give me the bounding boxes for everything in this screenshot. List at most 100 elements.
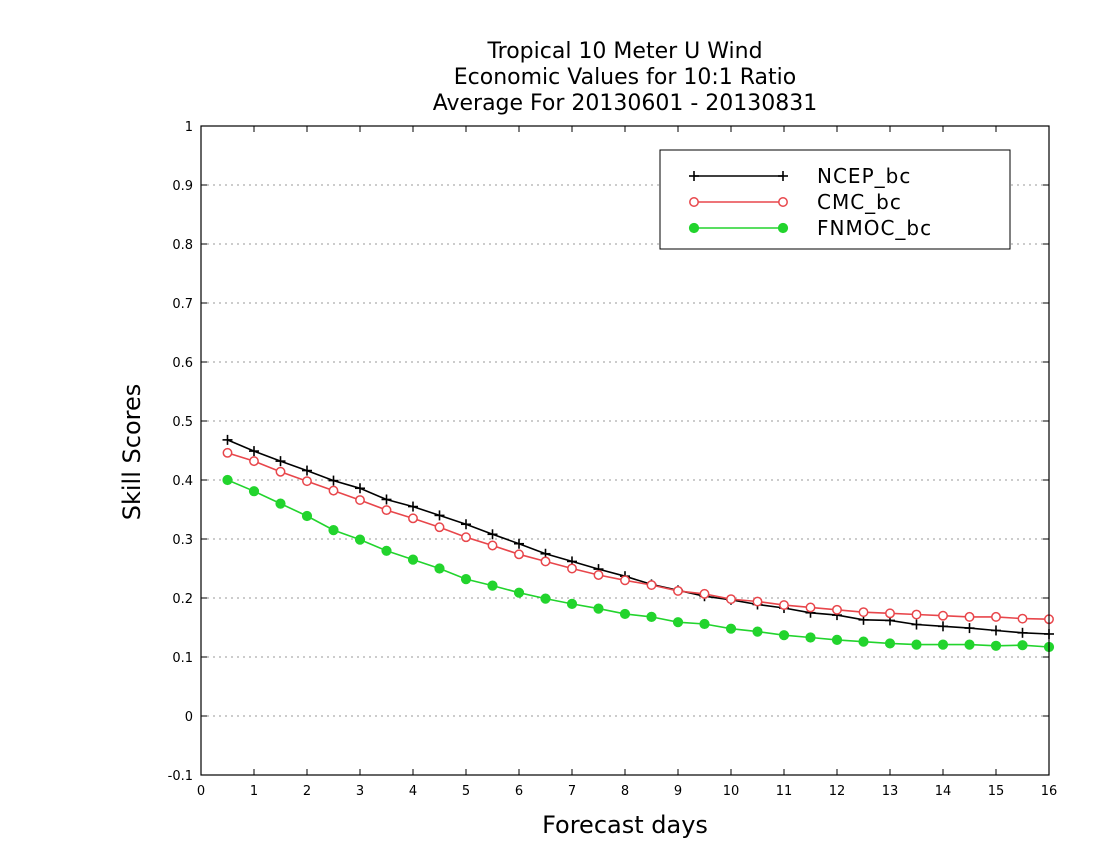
- grid-lines: [201, 184, 1049, 717]
- data-point-CMC_bc: [249, 456, 259, 467]
- legend-entry-FNMOC_bc: FNMOC_bc: [688, 216, 932, 240]
- y-tick-label: 0.3: [172, 533, 193, 548]
- x-tick-label: 14: [935, 784, 952, 799]
- x-tick-label: 6: [515, 784, 523, 799]
- data-point-CMC_bc: [487, 540, 498, 551]
- data-point-FNMOC_bc: [593, 603, 604, 614]
- y-tick-label: 0.6: [172, 356, 193, 371]
- x-tick-label: 7: [568, 784, 576, 799]
- y-tick-label: 0.1: [172, 651, 193, 666]
- data-point-NCEP_bc: [434, 510, 445, 521]
- x-tick-label: 13: [882, 784, 899, 799]
- data-point-NCEP_bc: [355, 483, 365, 494]
- legend-marker-start: [689, 197, 699, 207]
- data-point-CMC_bc: [408, 513, 418, 524]
- x-tick-label: 5: [462, 784, 470, 799]
- series-CMC_bc: [222, 447, 1054, 625]
- data-point-NCEP_bc: [408, 501, 418, 512]
- legend-box: [659, 149, 1011, 250]
- x-tick-label: 4: [409, 784, 417, 799]
- data-point-CMC_bc: [938, 610, 948, 621]
- data-point-NCEP_bc: [487, 529, 498, 540]
- data-point-CMC_bc: [381, 505, 392, 516]
- data-point-NCEP_bc: [461, 519, 471, 530]
- title-line-2: Average For 20130601 - 20130831: [433, 91, 818, 116]
- y-tick-label: 0.2: [172, 592, 193, 607]
- data-point-NCEP_bc: [381, 494, 392, 505]
- data-point-CMC_bc: [805, 602, 816, 613]
- x-axis-label: Forecast days: [542, 811, 708, 839]
- data-point-FNMOC_bc: [566, 598, 578, 610]
- data-point-CMC_bc: [832, 604, 842, 615]
- data-point-FNMOC_bc: [752, 626, 763, 637]
- x-tick-label: 9: [674, 784, 682, 799]
- data-point-CMC_bc: [885, 608, 895, 619]
- data-point-FNMOC_bc: [725, 623, 737, 634]
- series-FNMOC_bc: [222, 474, 1055, 653]
- legend-label: CMC_bc: [817, 190, 902, 214]
- y-axis-label: Skill Scores: [118, 384, 146, 521]
- legend-marker-end: [778, 197, 788, 207]
- data-point-CMC_bc: [779, 600, 789, 611]
- data-point-NCEP_bc: [964, 623, 975, 634]
- data-point-FNMOC_bc: [354, 534, 366, 545]
- legend-marker-end: [778, 171, 788, 181]
- data-point-FNMOC_bc: [301, 510, 313, 522]
- data-point-CMC_bc: [222, 447, 233, 458]
- data-point-FNMOC_bc: [699, 618, 710, 630]
- y-tick-label: 0.8: [172, 238, 193, 253]
- y-tick-label: -0.1: [168, 769, 193, 784]
- data-point-CMC_bc: [646, 580, 657, 590]
- data-point-FNMOC_bc: [487, 580, 498, 591]
- data-point-NCEP_bc: [222, 434, 233, 445]
- legend-entry-NCEP_bc: NCEP_bc: [689, 164, 910, 188]
- y-tick-label: 1: [185, 120, 193, 135]
- data-point-CMC_bc: [1017, 613, 1028, 624]
- data-point-CMC_bc: [328, 485, 339, 496]
- x-tick-label: 15: [988, 784, 1005, 799]
- data-point-FNMOC_bc: [328, 525, 339, 536]
- x-tick-label: 10: [723, 784, 740, 799]
- data-point-NCEP_bc: [249, 446, 259, 457]
- data-point-FNMOC_bc: [381, 545, 392, 556]
- y-tick-label: 0: [185, 710, 193, 725]
- data-point-CMC_bc: [858, 607, 869, 618]
- data-point-CMC_bc: [673, 585, 683, 596]
- data-point-CMC_bc: [964, 611, 975, 622]
- series-line-FNMOC_bc: [227, 479, 1050, 648]
- data-point-CMC_bc: [275, 466, 286, 477]
- data-point-FNMOC_bc: [858, 636, 869, 647]
- data-point-FNMOC_bc: [990, 640, 1002, 651]
- data-point-FNMOC_bc: [884, 638, 896, 649]
- x-tick-label: 0: [197, 784, 205, 799]
- series-lines: [222, 434, 1055, 653]
- data-point-CMC_bc: [434, 522, 445, 533]
- data-point-NCEP_bc: [275, 456, 286, 467]
- data-point-FNMOC_bc: [672, 617, 684, 628]
- y-tick-label: 0.4: [172, 474, 193, 489]
- data-point-FNMOC_bc: [964, 639, 975, 650]
- x-tick-label: 11: [776, 784, 793, 799]
- data-point-CMC_bc: [726, 594, 736, 605]
- title-line-0: Tropical 10 Meter U Wind: [486, 39, 762, 64]
- data-point-FNMOC_bc: [275, 498, 286, 509]
- data-point-CMC_bc: [461, 532, 471, 543]
- data-point-CMC_bc: [699, 588, 710, 599]
- legend-entry-CMC_bc: CMC_bc: [689, 190, 902, 214]
- data-point-FNMOC_bc: [434, 563, 445, 574]
- data-point-CMC_bc: [355, 495, 365, 506]
- data-point-FNMOC_bc: [831, 634, 843, 645]
- axis-ticks: -0.100.10.20.30.40.50.60.70.80.910 1 2 3 4 5 6…: [168, 120, 1058, 799]
- data-point-NCEP_bc: [514, 538, 524, 549]
- data-point-FNMOC_bc: [619, 608, 631, 620]
- legend-marker-start: [688, 222, 700, 234]
- x-tick-label: 12: [829, 784, 846, 799]
- data-point-NCEP_bc: [911, 619, 922, 630]
- data-point-FNMOC_bc: [937, 639, 949, 650]
- legend-label: FNMOC_bc: [817, 216, 932, 240]
- y-tick-label: 0.5: [172, 415, 193, 430]
- data-point-CMC_bc: [991, 611, 1001, 622]
- legend-marker-end: [777, 222, 789, 234]
